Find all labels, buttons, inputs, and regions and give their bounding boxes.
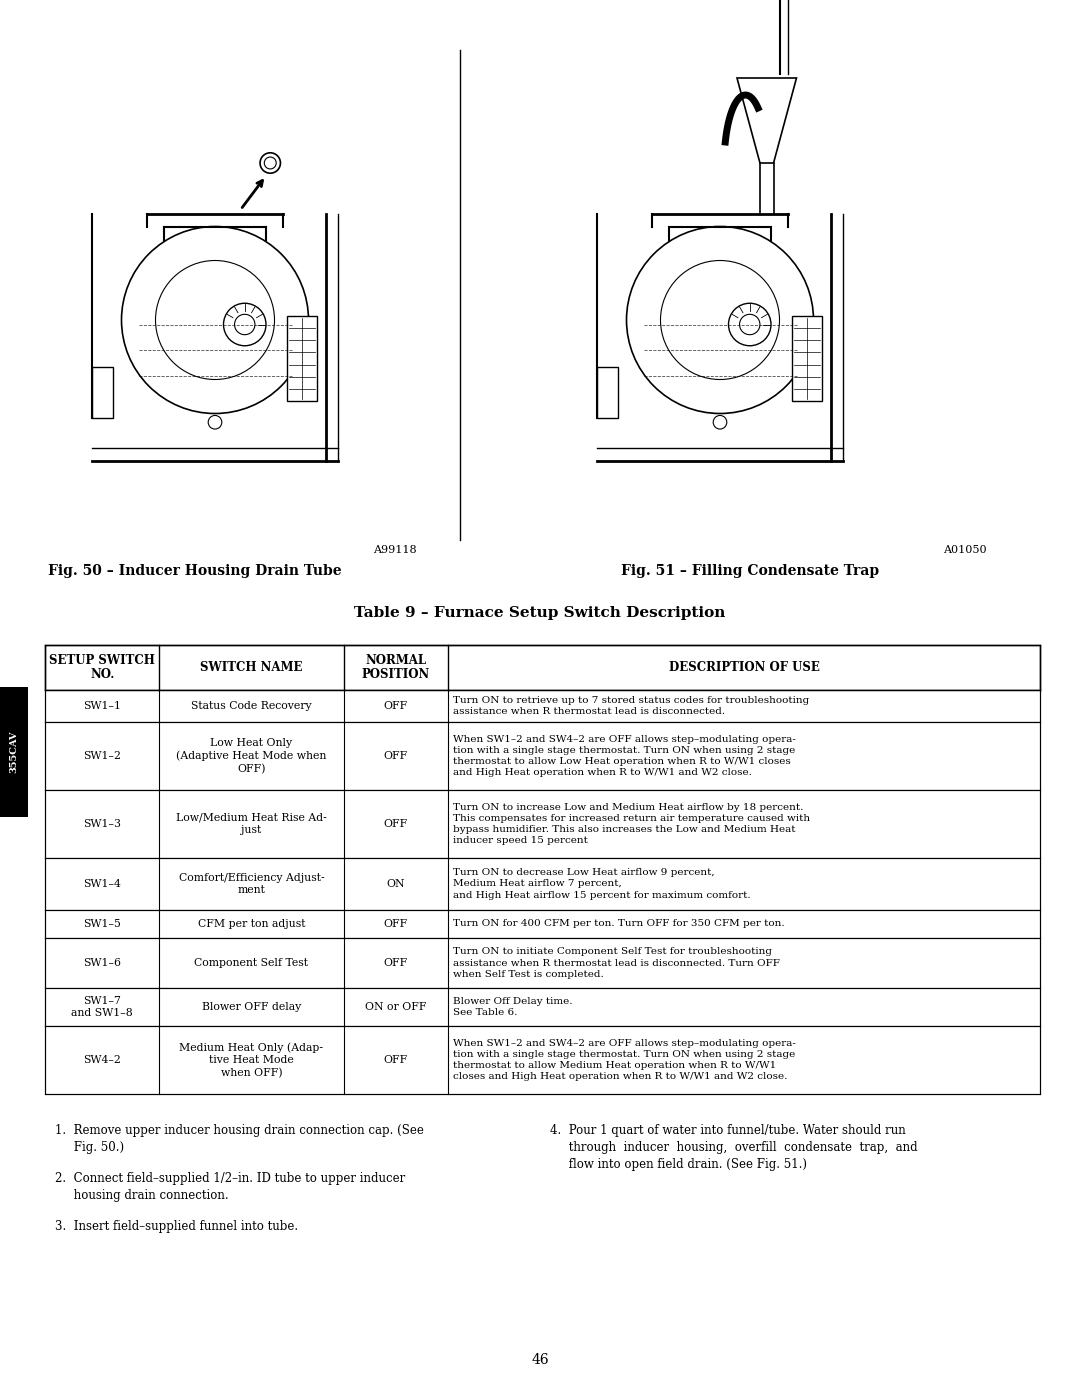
FancyBboxPatch shape [597,367,618,418]
Text: ON or OFF: ON or OFF [365,1002,427,1011]
FancyBboxPatch shape [45,937,1040,988]
Text: SW1–1: SW1–1 [83,701,121,711]
Text: A99118: A99118 [374,545,417,555]
Text: Turn ON to initiate Component Self Test for troubleshooting
assistance when R th: Turn ON to initiate Component Self Test … [453,947,780,979]
Text: Fig. 51 – Filling Condensate Trap: Fig. 51 – Filling Condensate Trap [621,564,879,578]
Text: Medium Heat Only (Adap-
tive Heat Mode
when OFF): Medium Heat Only (Adap- tive Heat Mode w… [179,1042,324,1078]
FancyBboxPatch shape [45,789,1040,858]
Text: Blower OFF delay: Blower OFF delay [202,1002,301,1011]
Text: When SW1–2 and SW4–2 are OFF allows step–modulating opera-
tion with a single st: When SW1–2 and SW4–2 are OFF allows step… [453,735,796,777]
Text: SW1–3: SW1–3 [83,819,121,828]
FancyBboxPatch shape [45,909,1040,937]
Text: Component Self Test: Component Self Test [194,958,309,968]
Text: Low/Medium Heat Rise Ad-
just: Low/Medium Heat Rise Ad- just [176,813,327,835]
Text: DESCRIPTION OF USE: DESCRIPTION OF USE [669,661,820,673]
Text: Turn ON to decrease Low Heat airflow 9 percent,
Medium Heat airflow 7 percent,
a: Turn ON to decrease Low Heat airflow 9 p… [453,869,751,900]
Text: SW4–2: SW4–2 [83,1055,121,1065]
Text: SWITCH NAME: SWITCH NAME [200,661,302,673]
FancyBboxPatch shape [287,316,318,401]
Text: 4.  Pour 1 quart of water into funnel/tube. Water should run
     through  induc: 4. Pour 1 quart of water into funnel/tub… [550,1125,918,1171]
FancyBboxPatch shape [793,316,822,401]
Text: CFM per ton adjust: CFM per ton adjust [198,919,306,929]
Text: Turn ON for 400 CFM per ton. Turn OFF for 350 CFM per ton.: Turn ON for 400 CFM per ton. Turn OFF fo… [453,919,784,929]
Text: OFF: OFF [383,701,408,711]
Text: 2.  Connect field–supplied 1/2–in. ID tube to upper inducer
     housing drain c: 2. Connect field–supplied 1/2–in. ID tub… [55,1172,405,1201]
Text: A01050: A01050 [943,545,987,555]
FancyBboxPatch shape [45,722,1040,789]
Text: 1.  Remove upper inducer housing drain connection cap. (See
     Fig. 50.): 1. Remove upper inducer housing drain co… [55,1125,423,1154]
Text: SETUP SWITCH
NO.: SETUP SWITCH NO. [50,654,156,682]
FancyBboxPatch shape [0,687,28,817]
FancyBboxPatch shape [45,690,1040,722]
Text: NORMAL
POSITION: NORMAL POSITION [362,654,430,682]
Text: OFF: OFF [383,819,408,828]
Text: SW1–5: SW1–5 [83,919,121,929]
Text: OFF: OFF [383,752,408,761]
Text: SW1–2: SW1–2 [83,752,121,761]
Text: Table 9 – Furnace Setup Switch Description: Table 9 – Furnace Setup Switch Descripti… [354,606,726,620]
FancyBboxPatch shape [45,858,1040,909]
FancyBboxPatch shape [92,367,113,418]
FancyBboxPatch shape [45,645,1040,690]
Text: Turn ON to retrieve up to 7 stored status codes for troubleshooting
assistance w: Turn ON to retrieve up to 7 stored statu… [453,696,809,717]
Text: OFF: OFF [383,958,408,968]
Text: Low Heat Only
(Adaptive Heat Mode when
OFF): Low Heat Only (Adaptive Heat Mode when O… [176,738,326,774]
Text: SW1–7
and SW1–8: SW1–7 and SW1–8 [71,996,133,1018]
Text: Fig. 50 – Inducer Housing Drain Tube: Fig. 50 – Inducer Housing Drain Tube [49,564,341,578]
Text: Status Code Recovery: Status Code Recovery [191,701,312,711]
FancyBboxPatch shape [45,988,1040,1025]
Text: Blower Off Delay time.
See Table 6.: Blower Off Delay time. See Table 6. [453,997,572,1017]
FancyBboxPatch shape [45,1025,1040,1094]
Text: Comfort/Efficiency Adjust-
ment: Comfort/Efficiency Adjust- ment [178,873,324,895]
Text: 355CAV: 355CAV [10,731,18,774]
Text: 46: 46 [531,1354,549,1368]
Text: 3.  Insert field–supplied funnel into tube.: 3. Insert field–supplied funnel into tub… [55,1220,298,1234]
Text: When SW1–2 and SW4–2 are OFF allows step–modulating opera-
tion with a single st: When SW1–2 and SW4–2 are OFF allows step… [453,1039,796,1081]
Text: ON: ON [387,879,405,888]
Text: OFF: OFF [383,919,408,929]
Text: OFF: OFF [383,1055,408,1065]
Text: SW1–6: SW1–6 [83,958,121,968]
Text: SW1–4: SW1–4 [83,879,121,888]
Text: Turn ON to increase Low and Medium Heat airflow by 18 percent.
This compensates : Turn ON to increase Low and Medium Heat … [453,803,810,845]
